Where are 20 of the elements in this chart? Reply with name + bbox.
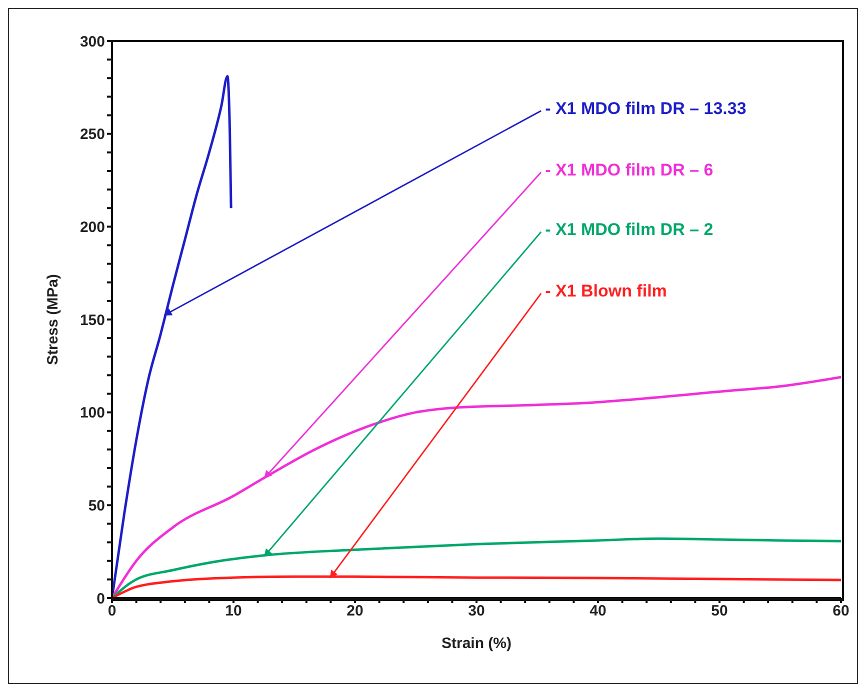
text: - X1 MDO film DR – 6 — [545, 160, 714, 180]
text: - X1 MDO film DR – 2 — [545, 220, 714, 239]
y-tick-label: 250 — [80, 126, 105, 144]
y-tick-label: 300 — [80, 33, 105, 50]
text: - X1 MDO film DR – 13.33 — [545, 98, 746, 118]
y-tick-label: 150 — [80, 312, 105, 329]
x-tick-label: 0 — [108, 602, 116, 620]
x-tick-label: 40 — [590, 602, 606, 620]
x-tick-label: 60 — [832, 602, 850, 620]
x-tick-label: 30 — [468, 602, 485, 620]
y-tick-label: 0 — [96, 590, 105, 608]
text: - X1 Blown film — [545, 281, 667, 300]
y-tick-label: 50 — [88, 497, 105, 514]
y-tick-label: 200 — [80, 218, 105, 236]
x-tick-label: 50 — [711, 602, 728, 620]
x-tick-label: 20 — [346, 602, 364, 620]
x-axis-title: Strain (%) — [441, 635, 512, 652]
y-tick-label: 100 — [80, 404, 105, 422]
x-tick-label: 10 — [225, 602, 242, 620]
y-axis-title: Stress (MPa) — [44, 274, 62, 365]
